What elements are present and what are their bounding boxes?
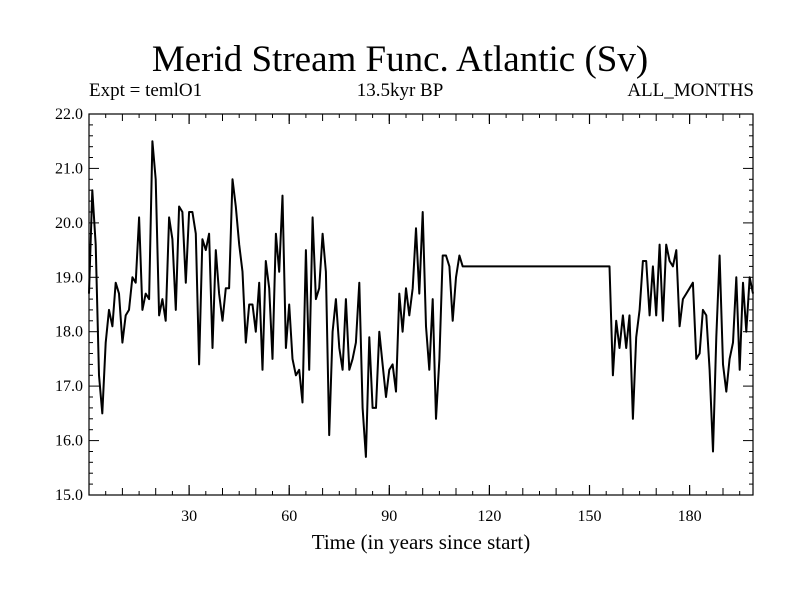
x-tick-label: 180 — [678, 508, 702, 525]
y-tick-label: 16.0 — [55, 433, 83, 450]
x-axis-label: Time (in years since start) — [311, 530, 531, 554]
period-label: 13.5kyr BP — [356, 80, 444, 101]
y-tick-label: 15.0 — [55, 487, 83, 504]
series-line — [88, 140, 754, 458]
x-tick-label: 120 — [477, 508, 501, 525]
y-tick-label: 17.0 — [55, 378, 83, 395]
x-tick-label: 150 — [578, 508, 602, 525]
x-tick-label: 60 — [281, 508, 297, 525]
y-tick-label: 21.0 — [55, 160, 83, 177]
chart-title: Merid Stream Func. Atlantic (Sv) — [151, 39, 649, 80]
y-tick-label: 19.0 — [55, 269, 83, 286]
months-label: ALL_MONTHS — [627, 80, 754, 101]
x-tick-label: 30 — [181, 508, 197, 525]
y-tick-label: 18.0 — [55, 324, 83, 341]
experiment-label: Expt = temlO1 — [89, 80, 203, 101]
x-tick-label: 90 — [381, 508, 397, 525]
y-tick-label: 22.0 — [55, 106, 83, 123]
plot-frame — [88, 113, 754, 496]
y-tick-label: 20.0 — [55, 215, 83, 232]
